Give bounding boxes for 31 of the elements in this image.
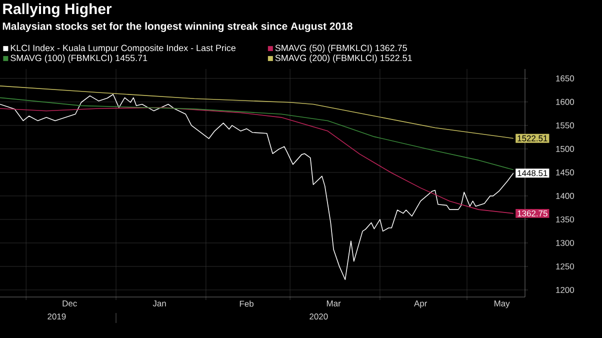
y-tick-label: 1350 — [556, 216, 574, 222]
data-label: 1448.51 — [518, 170, 548, 176]
chart-subtitle: Malaysian stocks set for the longest winning streak since August 2018 — [2, 22, 352, 32]
y-tick-label: 1400 — [556, 192, 574, 199]
x-tick-label: Jan — [152, 300, 166, 306]
text: 2019 — [48, 314, 66, 320]
x-tick-label: Feb — [240, 300, 254, 307]
legend-label: SMAVG (50) (FBMKLCI) 1362.75 — [275, 44, 407, 53]
line-series — [0, 86, 514, 139]
data-label: 1522.51 — [518, 135, 548, 142]
data-label: 1362.75 — [518, 210, 548, 216]
x-tick-label: Mar — [326, 300, 341, 306]
y-tick-label: 1500 — [556, 146, 574, 152]
legend-label: SMAVG (200) (FBMKLCI) 1522.51 — [275, 54, 412, 63]
text: 2020 — [310, 314, 328, 320]
legend-label: KLCI Index - Kuala Lumpur Composite Index - Last Price — [10, 44, 236, 53]
y-tick-label: 1250 — [556, 263, 574, 270]
y-tick-label: 1550 — [556, 122, 574, 128]
y-tick-label: 1650 — [556, 75, 574, 82]
x-tick-label: Apr — [414, 300, 428, 308]
legend-label: SMAVG (100) (FBMKLCI) 1455.71 — [10, 54, 148, 63]
line-series — [0, 94, 514, 280]
y-tick-label: 1600 — [556, 98, 574, 105]
line-series — [0, 97, 514, 170]
x-tick-label: Dec — [62, 300, 77, 306]
y-tick-label: 1450 — [556, 169, 574, 176]
y-tick-label: 1200 — [556, 286, 574, 293]
x-tick-label: May — [494, 300, 510, 308]
chart-title: Rallying Higher — [3, 3, 112, 18]
line-series — [0, 107, 514, 214]
y-tick-label: 1300 — [556, 240, 574, 246]
